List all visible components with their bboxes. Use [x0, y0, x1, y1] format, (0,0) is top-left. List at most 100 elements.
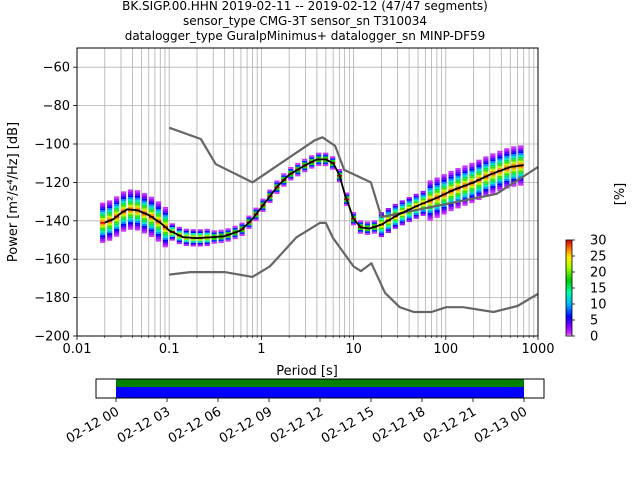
psd-density-cell [281, 180, 287, 183]
psd-density-cell [483, 162, 489, 165]
psd-density-cell [274, 180, 280, 183]
psd-density-cell [504, 171, 510, 174]
psd-density-cell [497, 162, 503, 165]
psd-density-cell [127, 225, 134, 228]
psd-density-cell [281, 177, 287, 180]
psd-density-cell [497, 179, 503, 182]
psd-density-cell [455, 194, 461, 197]
psd-density-cell [190, 231, 196, 234]
psd-density-cell [288, 167, 294, 169]
psd-density-cell [281, 182, 287, 185]
psd-density-cell [100, 239, 106, 241]
psd-density-cell [107, 235, 113, 237]
x-tick-label: 0.01 [63, 342, 92, 357]
psd-density-cell [462, 167, 468, 170]
psd-density-cell [469, 164, 475, 167]
psd-density-cell [483, 169, 489, 172]
psd-density-cell [134, 190, 141, 193]
timeline-tick-label: 02-12 18 [370, 404, 428, 446]
psd-density-cell [127, 204, 134, 207]
colorbar-tick-label: 10 [590, 298, 607, 313]
psd-density-cell [511, 150, 517, 153]
psd-density-cell [462, 165, 468, 168]
psd-density-cell [162, 235, 169, 238]
psd-density-cell [497, 187, 503, 190]
psd-density-cell [518, 156, 524, 159]
psd-density-cell [483, 173, 489, 176]
psd-density-cell [302, 162, 308, 165]
psd-density-cell [462, 176, 468, 179]
psd-density-cell [497, 164, 503, 167]
psd-density-cell [169, 238, 175, 241]
psd-density-cell [267, 189, 273, 192]
psd-density-cell [469, 172, 475, 175]
psd-density-cell [148, 221, 155, 224]
psd-density-cell [127, 193, 134, 196]
psd-density-cell [274, 190, 280, 193]
psd-density-cell [427, 214, 433, 217]
psd-density-cell [323, 162, 329, 165]
psd-density-cell [162, 230, 169, 232]
psd-density-cell [148, 200, 155, 203]
psd-density-cell [518, 181, 524, 184]
psd-density-cell [385, 217, 391, 220]
psd-density-cell [427, 195, 433, 198]
y-tick-label: −140 [34, 214, 70, 229]
psd-density-cell [253, 217, 259, 220]
psd-density-cell [518, 154, 524, 157]
psd-density-cell [385, 209, 391, 212]
psd-density-cell [176, 236, 182, 239]
psd-density-cell [169, 227, 175, 230]
psd-density-cell [134, 217, 141, 220]
psd-density-cell [141, 223, 148, 226]
psd-density-cell [107, 215, 113, 218]
colorbar-tick-label: 0 [590, 330, 598, 345]
psd-density-cell [100, 217, 106, 220]
noise-model-curves [104, 126, 539, 314]
psd-density-cell [455, 191, 461, 194]
psd-density-cell [455, 206, 461, 209]
colorbar-tick-label: 5 [590, 314, 598, 329]
psd-density-cell [225, 228, 231, 231]
psd-density-cell [155, 203, 162, 206]
psd-density-cell [100, 204, 106, 207]
psd-density-cell [107, 233, 113, 236]
psd-density-cell [141, 195, 148, 197]
psd-density-cell [107, 225, 113, 228]
psd-density-cell [134, 222, 141, 225]
psd-density-cell [121, 214, 127, 217]
psd-density-cell [100, 219, 106, 222]
psd-density-cell [260, 198, 266, 201]
psd-density-cell [469, 183, 475, 186]
y-axis-label: Power [m²/s⁴/Hz] [dB] [6, 122, 21, 262]
psd-density-cell [183, 240, 189, 243]
psd-density-cell [427, 186, 433, 189]
psd-density-cell [274, 184, 280, 187]
psd-density-cell [239, 224, 245, 227]
psd-density-cell [141, 229, 148, 232]
psd-density-cell [295, 164, 301, 167]
psd-density-cell [330, 156, 336, 159]
psd-density-cell [441, 199, 447, 202]
psd-density-cell [399, 202, 405, 205]
plot-frame [76, 47, 539, 337]
y-tick-label: −100 [34, 138, 70, 153]
psd-density-cell [127, 200, 134, 203]
psd-density-cell [378, 227, 385, 230]
psd-density-cell [420, 200, 426, 203]
psd-density-cell [497, 152, 503, 155]
psd-density-cell [343, 204, 350, 206]
psd-density-cell [427, 212, 433, 215]
psd-density-cell [141, 225, 148, 228]
psd-density-cell [462, 203, 468, 206]
psd-density-cell [155, 210, 162, 213]
psd-density-cell [148, 208, 155, 211]
psd-density-cell [114, 229, 120, 231]
psd-density-cell [448, 199, 454, 202]
psd-density-cell [483, 171, 489, 174]
psd-density-cell [114, 219, 120, 222]
psd-density-cell [511, 175, 517, 178]
psd-density-cell [127, 195, 134, 198]
psd-density-cell [490, 155, 496, 158]
